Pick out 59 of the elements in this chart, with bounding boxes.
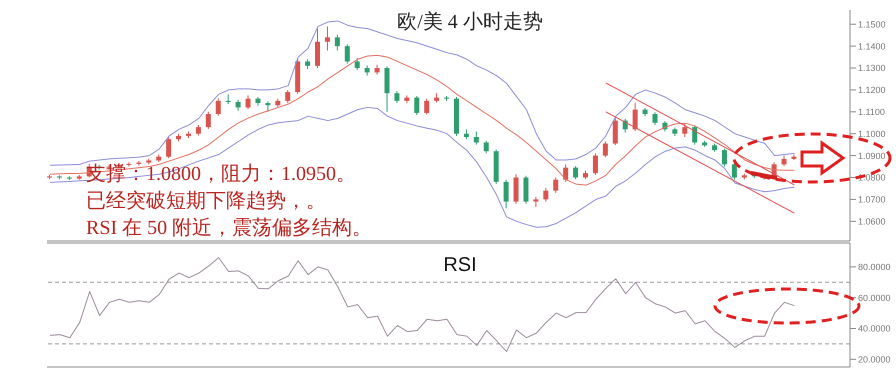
y-tick-label: 1.0700 — [858, 194, 886, 205]
candlestick — [563, 164, 568, 182]
candlestick — [236, 99, 241, 112]
candlestick — [364, 64, 370, 76]
candlestick — [374, 64, 380, 76]
candlestick — [553, 177, 558, 194]
candlestick — [732, 162, 737, 180]
candlestick — [324, 26, 330, 52]
candlestick — [424, 98, 430, 115]
candlestick — [216, 98, 221, 116]
y-tick-label: 60.0000 — [858, 292, 891, 303]
candlestick — [692, 124, 698, 146]
candlestick — [196, 124, 201, 136]
candlestick — [782, 155, 787, 167]
candlestick — [592, 152, 598, 176]
y-tick-label: 1.1000 — [858, 128, 886, 139]
candlestick — [354, 58, 360, 71]
candlestick — [414, 96, 420, 116]
candlestick — [344, 44, 350, 64]
candlestick — [543, 188, 548, 202]
annotation: RSI 在 50 附近，震荡偏多结构。 — [86, 216, 372, 241]
candlestick — [265, 100, 270, 112]
y-tick-label: 1.1500 — [858, 19, 886, 30]
y-tick-label: 1.0900 — [858, 150, 886, 161]
y-tick-label: 1.0800 — [858, 172, 886, 183]
candlestick — [464, 128, 469, 140]
annotation: 已经突破短期下降趋势，。 — [86, 189, 326, 214]
y-tick-label: 40.0000 — [858, 324, 891, 334]
candlestick — [305, 58, 310, 70]
y-tick-label: 1.1200 — [858, 85, 886, 96]
candlestick — [166, 136, 172, 159]
y-tick-label: 1.1300 — [858, 63, 886, 74]
candlestick — [434, 92, 440, 104]
candlestick — [504, 179, 509, 209]
candlestick — [334, 34, 340, 52]
candlestick — [573, 166, 578, 180]
candlestick — [285, 89, 290, 104]
line-series — [49, 54, 795, 186]
candlestick — [652, 112, 658, 126]
candlestick — [474, 131, 479, 146]
text: RSI — [442, 254, 478, 277]
y-tick-label: 20.0000 — [858, 354, 891, 364]
candlestick — [602, 140, 608, 158]
y-tick-label: 1.1400 — [858, 41, 886, 52]
candlestick — [484, 140, 489, 154]
candlestick — [622, 118, 628, 134]
candlestick — [533, 196, 538, 208]
y-tick-label: 1.1100 — [858, 107, 885, 118]
chart-title: 欧/美 4 小时走势 — [396, 10, 544, 35]
candlestick — [612, 117, 618, 146]
candlestick — [206, 111, 211, 130]
y-tick-label: 80.0000 — [858, 262, 891, 272]
candlestick — [246, 94, 251, 110]
y-tick-label: 1.0600 — [858, 216, 886, 226]
line-series — [49, 257, 795, 352]
candlestick — [722, 148, 727, 168]
candlestick — [682, 123, 688, 138]
candlestick — [394, 90, 400, 104]
candlestick — [226, 94, 231, 105]
